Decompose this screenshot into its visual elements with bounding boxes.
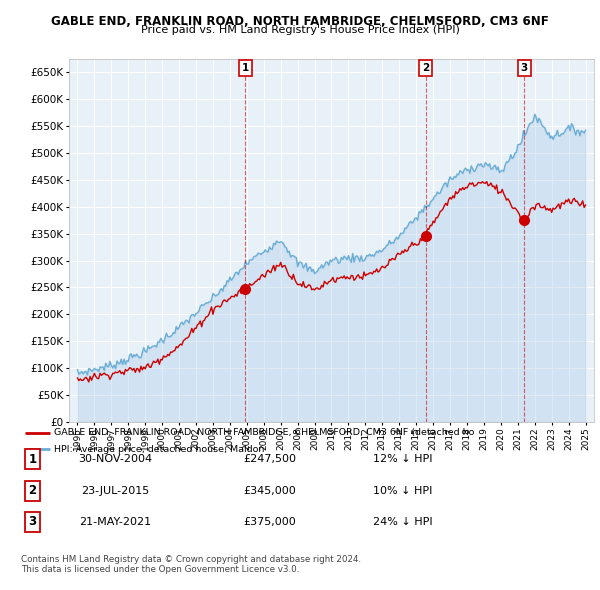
- Text: £247,500: £247,500: [244, 454, 296, 464]
- Text: 24% ↓ HPI: 24% ↓ HPI: [373, 517, 433, 527]
- Text: £375,000: £375,000: [244, 517, 296, 527]
- Text: GABLE END, FRANKLIN ROAD, NORTH FAMBRIDGE, CHELMSFORD, CM3 6NF: GABLE END, FRANKLIN ROAD, NORTH FAMBRIDG…: [51, 15, 549, 28]
- Text: 23-JUL-2015: 23-JUL-2015: [81, 486, 149, 496]
- Text: HPI: Average price, detached house, Maldon: HPI: Average price, detached house, Mald…: [54, 445, 265, 454]
- Text: Contains HM Land Registry data © Crown copyright and database right 2024.: Contains HM Land Registry data © Crown c…: [21, 555, 361, 563]
- Text: 1: 1: [242, 63, 249, 73]
- Text: 2: 2: [422, 63, 429, 73]
- Text: 3: 3: [521, 63, 528, 73]
- Text: 10% ↓ HPI: 10% ↓ HPI: [373, 486, 433, 496]
- Text: 3: 3: [28, 515, 37, 529]
- Text: 30-NOV-2004: 30-NOV-2004: [79, 454, 152, 464]
- Text: 2: 2: [28, 484, 37, 497]
- Text: £345,000: £345,000: [244, 486, 296, 496]
- Text: This data is licensed under the Open Government Licence v3.0.: This data is licensed under the Open Gov…: [21, 565, 299, 574]
- Text: 12% ↓ HPI: 12% ↓ HPI: [373, 454, 433, 464]
- Text: GABLE END, FRANKLIN ROAD, NORTH FAMBRIDGE, CHELMSFORD, CM3 6NF (detached ho: GABLE END, FRANKLIN ROAD, NORTH FAMBRIDG…: [54, 428, 475, 437]
- Text: 1: 1: [28, 453, 37, 466]
- Text: Price paid vs. HM Land Registry's House Price Index (HPI): Price paid vs. HM Land Registry's House …: [140, 25, 460, 35]
- Text: 21-MAY-2021: 21-MAY-2021: [79, 517, 151, 527]
